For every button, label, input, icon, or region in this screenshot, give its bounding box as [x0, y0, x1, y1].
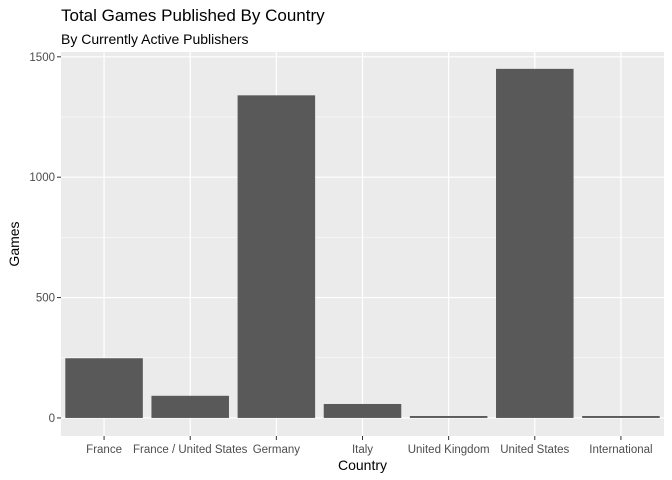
x-tick-label: International [589, 444, 652, 456]
x-tick-label: France / United States [133, 444, 248, 456]
bar-france [65, 358, 143, 418]
y-tick-label: 0 [49, 413, 55, 425]
y-tick-label: 1000 [29, 172, 55, 184]
x-tick-label: Italy [352, 444, 373, 456]
chart-title: Total Games Published By Country [61, 6, 325, 25]
x-tick-label: United Kingdom [408, 444, 490, 456]
x-tick-label: France [86, 444, 122, 456]
x-axis: France France / United States Germany Italy… [86, 436, 653, 456]
bar-italy [323, 403, 402, 418]
bar-international [582, 416, 660, 418]
bars [65, 68, 660, 418]
y-tick-label: 500 [36, 293, 55, 305]
x-axis-title: Country [338, 457, 387, 473]
x-tick-label: United States [500, 444, 569, 456]
chart-subtitle: By Currently Active Publishers [61, 31, 249, 47]
bar-france-united-states [151, 395, 229, 418]
y-axis: 0 500 1000 1500 [29, 52, 61, 425]
y-tick-label: 1500 [29, 52, 55, 64]
bar-united-kingdom [409, 416, 488, 418]
bar-united-states [496, 68, 574, 418]
y-axis-title: Games [6, 221, 22, 266]
x-tick-label: Germany [253, 444, 301, 456]
bar-germany [237, 95, 316, 418]
